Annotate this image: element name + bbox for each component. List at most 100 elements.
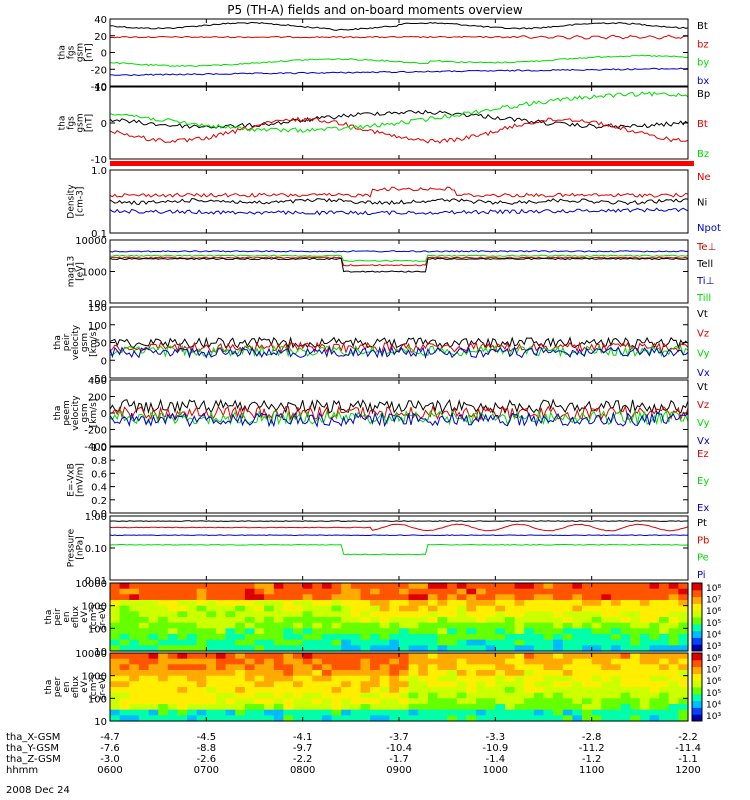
y-tick-label: -50 xyxy=(91,374,107,385)
ylabel-line: [eV] xyxy=(76,262,86,281)
spectrogram-cell xyxy=(678,709,689,716)
spectrogram-cell xyxy=(678,653,689,660)
spectrogram-cell xyxy=(254,611,265,618)
spectrogram-cell xyxy=(331,675,342,682)
spectrogram-cell xyxy=(582,698,593,705)
y-tick-label: 150 xyxy=(88,303,107,314)
spectrogram-cell xyxy=(254,692,265,699)
xaxis-value: -11.2 xyxy=(579,743,605,754)
spectrogram-cell xyxy=(649,645,660,652)
legend-entry: Ne xyxy=(697,172,711,183)
spectrogram-cell xyxy=(187,639,198,646)
spectrogram-cell xyxy=(389,715,400,722)
spectrogram-cell xyxy=(427,692,439,699)
spectrogram-cell xyxy=(668,634,679,641)
spectrogram-cell xyxy=(437,622,448,629)
spectrogram-cell xyxy=(582,594,593,601)
spectrogram-cell xyxy=(437,704,448,711)
series-line-3 xyxy=(109,254,689,262)
spectrogram-cell xyxy=(187,605,198,612)
spectrogram-cell xyxy=(302,617,313,624)
spectrogram-cell xyxy=(379,692,390,699)
spectrogram-cell xyxy=(216,692,227,699)
spectrogram-cell xyxy=(408,715,419,722)
spectrogram-cell xyxy=(167,639,178,646)
spectrogram-cell xyxy=(389,653,400,660)
spectrogram-cell xyxy=(582,583,593,590)
spectrogram-cell xyxy=(639,628,650,635)
spectrogram-cell xyxy=(158,634,169,641)
spectrogram-cell xyxy=(389,709,400,716)
spectrogram-cell xyxy=(264,583,275,590)
spectrogram-cell xyxy=(138,675,150,682)
spectrogram-cell xyxy=(321,594,333,601)
spectrogram-cell xyxy=(158,645,169,652)
spectrogram-cell xyxy=(427,658,439,665)
spectrogram-cell xyxy=(418,698,429,705)
spectrogram-cell xyxy=(264,622,275,629)
spectrogram-cell xyxy=(514,600,525,607)
spectrogram-cell xyxy=(196,698,207,705)
spectrogram-cell xyxy=(283,709,294,716)
spectrogram-cell xyxy=(331,709,342,716)
spectrogram-cell xyxy=(456,622,467,629)
spectrogram-cell xyxy=(148,670,159,677)
spectrogram-cell xyxy=(427,605,439,612)
spectrogram-cell xyxy=(360,681,371,688)
spectrogram-cell xyxy=(196,664,207,671)
spectrogram-cell xyxy=(408,698,419,705)
spectrogram-cell xyxy=(659,704,670,711)
spectrogram-cell xyxy=(129,704,140,711)
spectrogram-cell xyxy=(129,622,140,629)
xaxis-value: -4.7 xyxy=(100,732,120,743)
spectrogram-cell xyxy=(505,698,516,705)
spectrogram-cell xyxy=(495,588,506,595)
spectrogram-cell xyxy=(447,594,458,601)
legend-entry: Vx xyxy=(697,436,710,447)
spectrogram-cell xyxy=(649,692,660,699)
spectrogram-cell xyxy=(630,709,641,716)
ylabel-line: sr-eV) xyxy=(98,604,108,630)
spectrogram-cell xyxy=(601,698,612,705)
spectrogram-cell xyxy=(601,704,612,711)
spectrogram-cell xyxy=(620,583,631,590)
spectrogram-cell xyxy=(283,681,294,688)
spectrogram-cell xyxy=(620,634,631,641)
spectrogram-cell xyxy=(110,583,121,590)
spectrogram-cell xyxy=(533,675,545,682)
spectrogram-cell xyxy=(119,675,130,682)
spectrogram-cell xyxy=(389,675,400,682)
series-line-1 xyxy=(109,523,689,532)
spectrogram-cell xyxy=(293,675,304,682)
spectrogram-cell xyxy=(273,628,284,635)
spectrogram-cell xyxy=(167,681,178,688)
spectrogram-cell xyxy=(321,709,333,716)
spectrogram-cell xyxy=(110,639,121,646)
spectrogram-cell xyxy=(543,675,554,682)
spectrogram-cell xyxy=(601,687,612,694)
spectrogram-cell xyxy=(225,588,236,595)
spectrogram-cell xyxy=(610,704,622,711)
y-tick-label: 0 xyxy=(101,49,107,60)
spectrogram-cell xyxy=(379,617,390,624)
spectrogram-cell xyxy=(283,704,294,711)
y-tick-label: 0.8 xyxy=(91,456,107,467)
spectrogram-cell xyxy=(302,639,313,646)
spectrogram-cell xyxy=(505,645,516,652)
spectrogram-cell xyxy=(476,715,487,722)
spectrogram-cell xyxy=(514,628,525,635)
spectrogram-cell xyxy=(350,605,361,612)
spectrogram-cell xyxy=(553,675,564,682)
spectrogram-cell xyxy=(360,588,371,595)
spectrogram-cell xyxy=(148,622,159,629)
spectrogram-cell xyxy=(505,628,516,635)
spectrogram-cell xyxy=(418,639,429,646)
spectrogram-cell xyxy=(148,588,159,595)
spectrogram-cell xyxy=(264,698,275,705)
spectrogram-cell xyxy=(312,715,323,722)
y-tick-label: 40 xyxy=(94,15,107,26)
legend-entry: Vz xyxy=(697,400,709,411)
spectrogram-cell xyxy=(148,645,159,652)
spectrogram-cell xyxy=(427,634,439,641)
spectrogram-cell xyxy=(254,681,265,688)
